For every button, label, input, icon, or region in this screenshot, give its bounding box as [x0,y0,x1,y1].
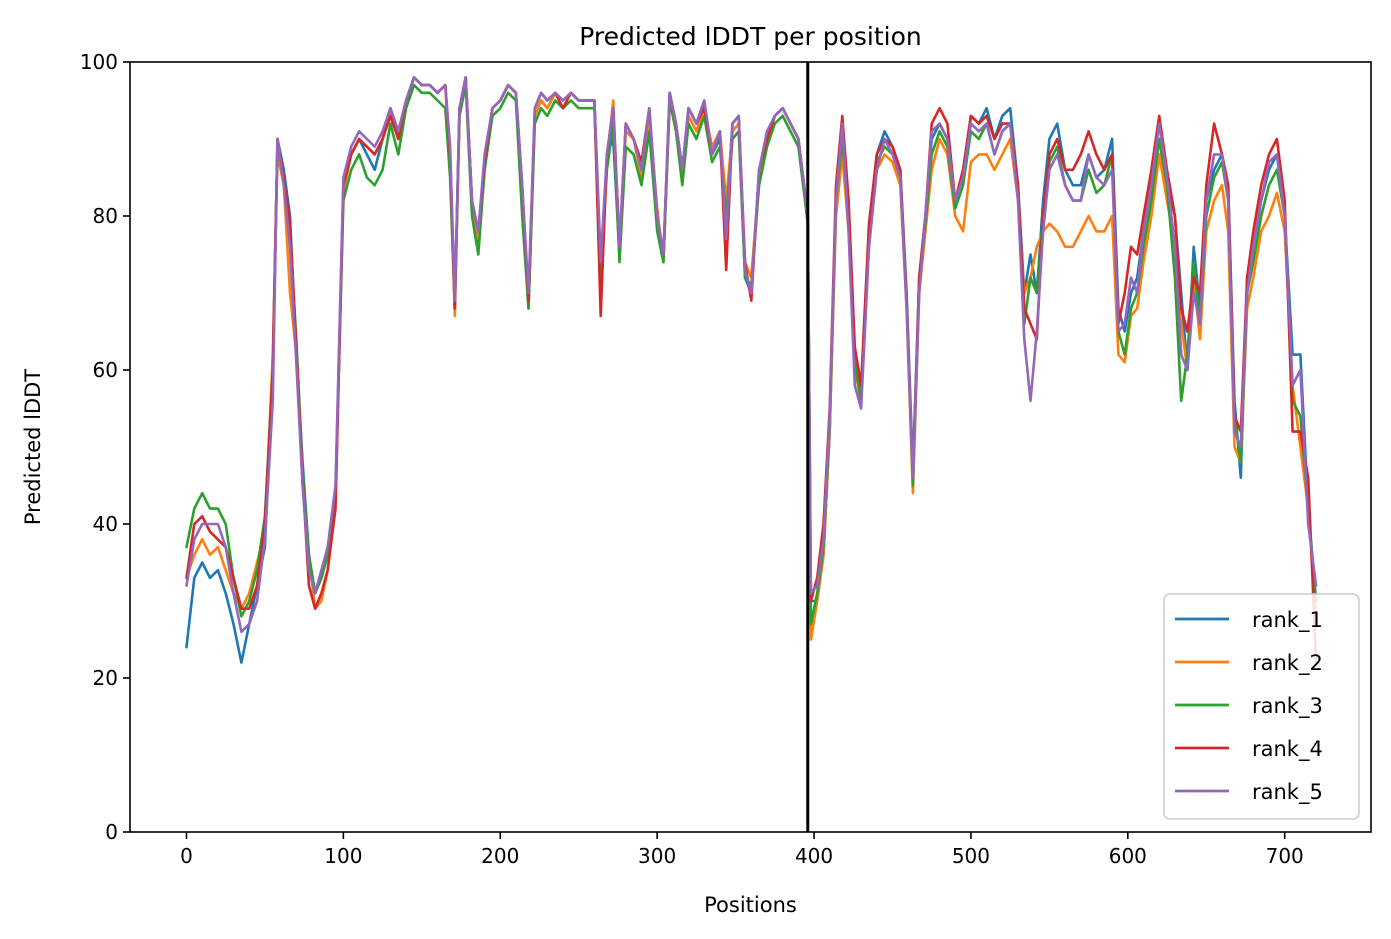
y-tick-label: 40 [93,512,118,536]
chart-title: Predicted lDDT per position [579,22,921,51]
x-tick-label: 300 [638,844,676,868]
series-line-rank-5 [185,76,1318,634]
legend-label-rank-5: rank_5 [1252,780,1323,805]
series-group [185,76,1318,664]
x-tick-label: 200 [481,844,519,868]
x-tick-label: 700 [1266,844,1304,868]
axes-frame [129,61,1372,833]
y-tick-label: 0 [105,820,118,844]
legend-label-rank-2: rank_2 [1252,651,1323,676]
legend-box [1163,593,1360,820]
legend-label-rank-4: rank_4 [1252,737,1323,762]
x-tick-label: 0 [180,844,193,868]
x-tick-label: 400 [795,844,833,868]
y-tick-label: 60 [93,358,118,382]
y-tick-label: 100 [80,50,118,74]
y-axis-label: Predicted lDDT [21,369,45,525]
legend-label-rank-3: rank_3 [1252,694,1323,719]
y-tick-label: 20 [93,666,118,690]
x-axis-label: Positions [704,893,797,917]
legend: rank_1 rank_2 rank_3 rank_4 rank_5 [1163,593,1360,820]
x-axis: 0 100 200 300 400 500 600 700 [180,832,1304,868]
x-tick-label: 100 [324,844,362,868]
x-tick-label: 500 [952,844,990,868]
legend-label-rank-1: rank_1 [1252,608,1323,633]
y-axis: 0 20 40 60 80 100 [80,50,130,844]
x-tick-label: 600 [1109,844,1147,868]
y-tick-label: 80 [93,204,118,228]
